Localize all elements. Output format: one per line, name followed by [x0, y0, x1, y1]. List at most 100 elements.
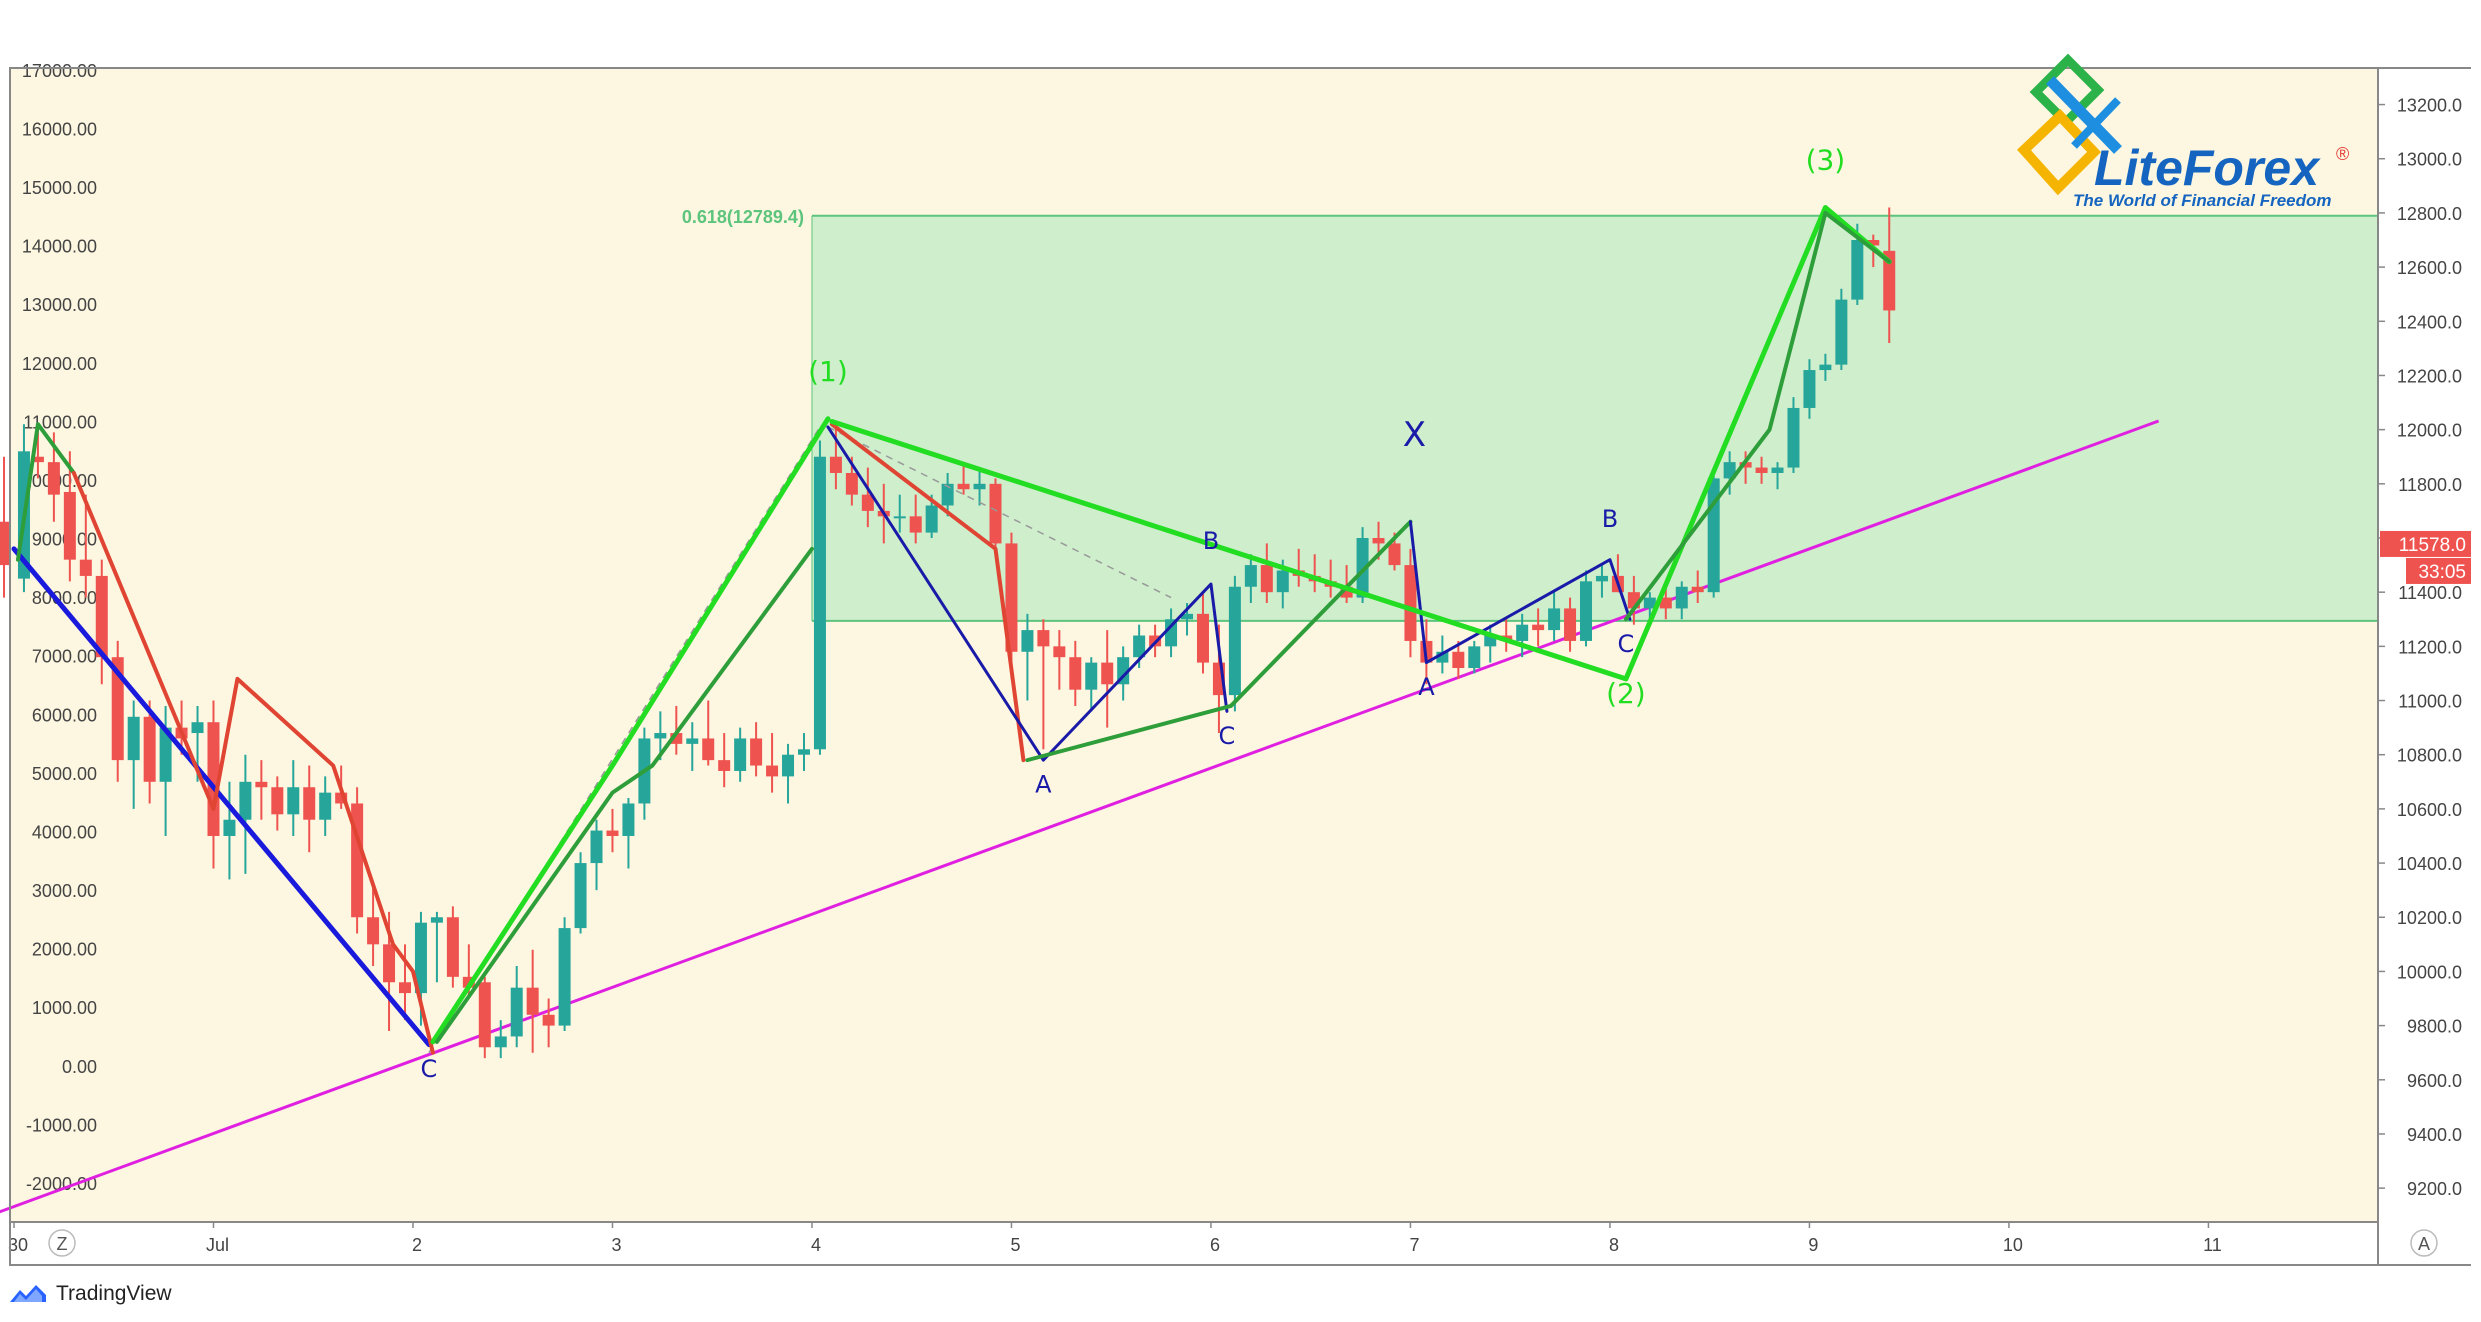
- fib-zone-fill: [811, 215, 2378, 621]
- candle-body: [989, 483, 1002, 544]
- tradingview-brand[interactable]: TradingView: [56, 1282, 172, 1305]
- candle-body: [1819, 364, 1832, 371]
- candle: [367, 884, 380, 967]
- candle: [989, 478, 1002, 555]
- left-axis-tick: 0.00: [62, 1057, 97, 1077]
- fib-level-label: 0.618(12789.4): [682, 207, 804, 227]
- liteforex-emblem-icon: [2017, 53, 2122, 196]
- right-axis-tick: 12200.0: [2397, 366, 2462, 386]
- auto-scale-toggle-circle[interactable]: [2410, 1229, 2438, 1257]
- scale-toggle-left[interactable]: Z: [48, 1229, 76, 1257]
- candle: [79, 494, 92, 598]
- candle-body: [1436, 651, 1449, 663]
- candle-body: [1851, 240, 1864, 300]
- candle-body: [606, 830, 619, 836]
- candle: [1468, 640, 1481, 674]
- candle: [973, 467, 986, 506]
- time-axis-tick: 7: [1409, 1235, 1419, 1255]
- candle-body: [1484, 635, 1497, 647]
- scale-toggle-left-circle[interactable]: [48, 1229, 76, 1257]
- wave-line: [1623, 210, 1892, 622]
- left-axis-tick: 8000.00: [32, 588, 97, 608]
- candle-body: [542, 1014, 555, 1026]
- time-axis[interactable]: 30 Jul 2 3 4 5 6 7 8 9 10 11: [8, 1222, 2222, 1255]
- wave-label: C: [1219, 722, 1236, 750]
- candle: [1675, 581, 1688, 620]
- candle: [143, 700, 156, 804]
- candle-body: [191, 722, 204, 734]
- candle-body: [207, 722, 220, 836]
- candle: [734, 727, 747, 782]
- candle: [319, 776, 332, 836]
- candle-body: [957, 483, 970, 490]
- candle-body: [1755, 467, 1768, 473]
- right-axis-tick: 9400.0: [2407, 1125, 2462, 1145]
- right-price-axis[interactable]: 13200.0 13000.0 12800.0 12600.0 12400.0 12200…: [2378, 96, 2462, 1200]
- candle-body: [1739, 462, 1752, 468]
- candle-body: [446, 917, 459, 977]
- left-axis-tick: 15000.00: [22, 178, 97, 198]
- left-axis-tick: -2000.00: [26, 1174, 97, 1194]
- candle-body: [1037, 630, 1050, 647]
- right-axis-tick: 13200.0: [2397, 96, 2462, 116]
- candle: [782, 743, 795, 804]
- candle: [766, 733, 779, 793]
- auto-scale-toggle-label[interactable]: A: [2418, 1234, 2430, 1254]
- candle-body: [861, 494, 874, 511]
- candle-body: [414, 922, 427, 994]
- candle-body: [813, 456, 826, 750]
- candle-body: [574, 863, 587, 929]
- candle: [718, 733, 731, 788]
- candle-body: [127, 716, 140, 761]
- candle: [1356, 527, 1369, 604]
- candle-body: [1516, 624, 1529, 641]
- candle: [750, 722, 763, 777]
- candle-body: [255, 781, 268, 788]
- candle-body: [526, 987, 539, 1015]
- left-axis-tick: 13000.00: [22, 295, 97, 315]
- candle: [1835, 288, 1848, 371]
- tradingview-logo-icon[interactable]: [8, 1282, 48, 1306]
- candle: [829, 424, 842, 490]
- candle: [287, 760, 300, 836]
- candle-body: [893, 516, 906, 519]
- auto-scale-toggle[interactable]: A: [2410, 1229, 2438, 1257]
- candle: [1787, 397, 1800, 473]
- candle: [1021, 613, 1034, 701]
- wave-line: [71, 470, 435, 1055]
- wave-line: [1025, 519, 1413, 763]
- candle: [1548, 592, 1561, 641]
- right-axis-tick: 12000.0: [2397, 421, 2462, 441]
- candle-body: [287, 787, 300, 815]
- right-axis-tick: 9600.0: [2407, 1071, 2462, 1091]
- candle-body: [941, 483, 954, 506]
- candle-body: [782, 754, 795, 777]
- time-axis-tick: 8: [1609, 1235, 1619, 1255]
- candle-body: [1228, 586, 1241, 696]
- candle-body: [1468, 646, 1481, 669]
- scale-toggle-left-label[interactable]: Z: [57, 1234, 68, 1254]
- candle-body: [1580, 581, 1593, 641]
- liteforex-logo: LiteForex ® The World of Financial Freed…: [2017, 53, 2349, 210]
- right-axis-tick: 12400.0: [2397, 312, 2462, 332]
- time-axis-tick: 6: [1210, 1235, 1220, 1255]
- candle: [1101, 630, 1114, 728]
- candle: [478, 976, 491, 1059]
- candle-body: [909, 516, 922, 533]
- candle: [1803, 359, 1816, 419]
- wave-line: [826, 425, 1229, 762]
- candle: [1452, 640, 1465, 679]
- candle: [398, 944, 411, 1021]
- candle: [63, 451, 76, 582]
- candle: [686, 722, 699, 771]
- left-axis-tick: 1000.00: [32, 998, 97, 1018]
- wave-label: B: [1203, 527, 1219, 555]
- liteforex-wordmark: LiteForex: [2094, 140, 2321, 196]
- candle: [1516, 613, 1529, 658]
- candle: [941, 472, 954, 517]
- wave-label: X: [1403, 415, 1426, 455]
- time-axis-tick: 5: [1010, 1235, 1020, 1255]
- time-axis-tick: 30: [8, 1235, 28, 1255]
- fibonacci-zone: 0.618(12789.4): [682, 207, 2378, 622]
